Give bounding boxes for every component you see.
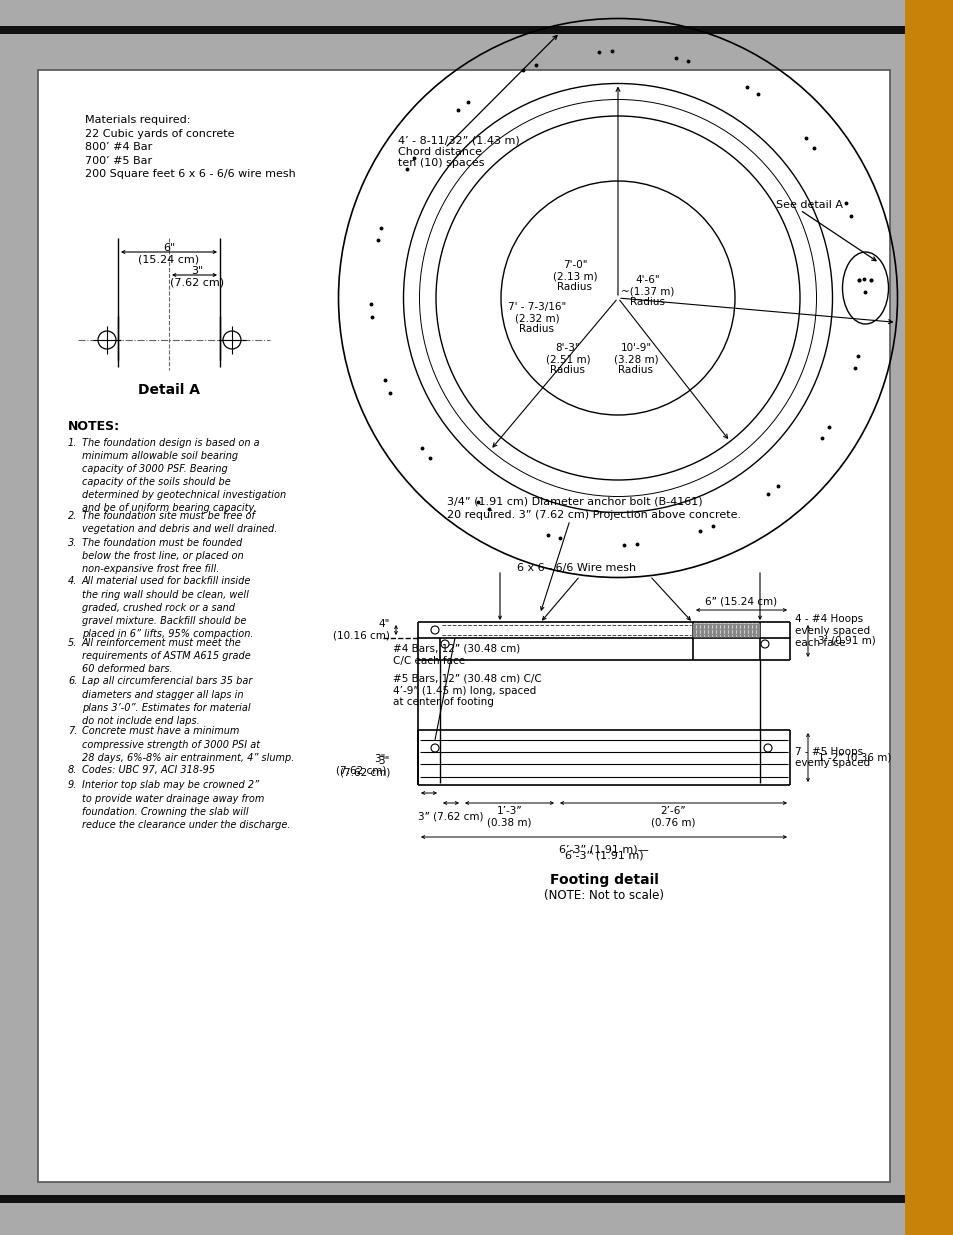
Text: Concrete must have a minimum
compressive strength of 3000 PSI at
28 days, 6%-8% : Concrete must have a minimum compressive…: [82, 726, 294, 762]
Text: 6’-3” (1.91 m): 6’-3” (1.91 m): [564, 851, 642, 861]
Text: Footing detail: Footing detail: [549, 873, 658, 887]
Text: 7'-0": 7'-0": [562, 261, 587, 270]
Text: 22 Cubic yards of concrete: 22 Cubic yards of concrete: [85, 128, 234, 138]
Text: 700’ #5 Bar: 700’ #5 Bar: [85, 156, 152, 165]
Text: The foundation design is based on a
minimum allowable soil bearing
capacity of 3: The foundation design is based on a mini…: [82, 438, 286, 514]
Text: 6": 6": [163, 243, 175, 253]
Text: 1.: 1.: [68, 438, 77, 448]
Text: Radius: Radius: [550, 366, 585, 375]
Text: (NOTE: Not to scale): (NOTE: Not to scale): [543, 889, 663, 902]
Circle shape: [431, 743, 438, 752]
Text: All material used for backfill inside
the ring wall should be clean, well
graded: All material used for backfill inside th…: [82, 577, 253, 638]
Text: 7.: 7.: [68, 726, 77, 736]
Text: Radius: Radius: [630, 296, 665, 308]
Text: 3” (7.62 cm): 3” (7.62 cm): [417, 811, 483, 823]
Text: The foundation must be founded
below the frost line, or placed on
non-expansive : The foundation must be founded below the…: [82, 538, 243, 574]
Text: Radius: Radius: [519, 324, 554, 333]
Text: 9.: 9.: [68, 781, 77, 790]
Text: 200 Square feet 6 x 6 - 6/6 wire mesh: 200 Square feet 6 x 6 - 6/6 wire mesh: [85, 169, 295, 179]
Text: Codes: UBC 97, ACI 318-95: Codes: UBC 97, ACI 318-95: [82, 764, 214, 776]
Text: 10'-9": 10'-9": [619, 343, 651, 353]
Text: 1’-3”
(0.38 m): 1’-3” (0.38 m): [487, 806, 531, 827]
Text: 6.: 6.: [68, 677, 77, 687]
Text: 3/4” (1.91 cm) Diameter anchor bolt (B-4161): 3/4” (1.91 cm) Diameter anchor bolt (B-4…: [447, 496, 702, 508]
Text: (2.13 m): (2.13 m): [552, 270, 597, 282]
Text: Detail A: Detail A: [138, 383, 200, 396]
Circle shape: [763, 743, 771, 752]
Bar: [904, 0, 953, 1235]
Text: The foundation site must be free of
vegetation and debris and well drained.: The foundation site must be free of vege…: [82, 511, 277, 534]
Text: See detail A: See detail A: [775, 200, 842, 210]
Text: Lap all circumferencial bars 35 bar
diameters and stagger all laps in
plans 3’-0: Lap all circumferencial bars 35 bar diam…: [82, 677, 253, 726]
Text: (7.62 cm): (7.62 cm): [170, 277, 224, 287]
Circle shape: [431, 626, 438, 634]
Text: #5 Bars, 12” (30.48 cm) C/C
4’-9” (1.45 m) long, spaced
at center of footing: #5 Bars, 12” (30.48 cm) C/C 4’-9” (1.45 …: [393, 674, 541, 708]
Text: 6” (15.24 cm): 6” (15.24 cm): [704, 597, 777, 606]
Text: 3.: 3.: [68, 538, 77, 548]
Text: 8.: 8.: [68, 764, 77, 776]
Text: 6 x 6 - 6/6 Wire mesh: 6 x 6 - 6/6 Wire mesh: [517, 563, 636, 573]
Text: 6’-3” (1.91 m)—: 6’-3” (1.91 m)—: [558, 845, 648, 855]
Text: 4 - #4 Hoops
evenly spaced
each face: 4 - #4 Hoops evenly spaced each face: [794, 614, 869, 647]
Bar: [0, 26, 904, 35]
Text: Materials required:: Materials required:: [85, 115, 191, 125]
Circle shape: [440, 640, 449, 648]
Text: 3’ (0.91 m): 3’ (0.91 m): [817, 636, 875, 646]
Text: #4 Bars, 12” (30.48 cm)
C/C each face: #4 Bars, 12” (30.48 cm) C/C each face: [393, 643, 519, 666]
Text: Interior top slab may be crowned 2”
to provide water drainage away from
foundati: Interior top slab may be crowned 2” to p…: [82, 781, 291, 830]
Text: 3"
(7.62 cm): 3" (7.62 cm): [339, 756, 390, 778]
Text: Radius: Radius: [557, 282, 592, 291]
Text: Radius: Radius: [618, 366, 653, 375]
Text: 4’ - 8-11/32” (1.43 m)
Chord distance
ten (10) spaces: 4’ - 8-11/32” (1.43 m) Chord distance te…: [397, 135, 519, 168]
Text: 800’ #4 Bar: 800’ #4 Bar: [85, 142, 152, 152]
Text: 4.: 4.: [68, 577, 77, 587]
Text: 4'-6": 4'-6": [635, 275, 659, 285]
Text: 4"
(10.16 cm): 4" (10.16 cm): [333, 619, 390, 641]
Text: (2.32 m): (2.32 m): [515, 312, 558, 324]
Text: 2.: 2.: [68, 511, 77, 521]
Bar: [38, 70, 889, 1182]
Text: 3": 3": [191, 266, 203, 275]
Circle shape: [760, 640, 768, 648]
Text: 2’-6”
(0.76 m): 2’-6” (0.76 m): [651, 806, 695, 827]
Text: 7 - #5 Hoops
evenly spaced: 7 - #5 Hoops evenly spaced: [794, 747, 869, 768]
Text: 5.: 5.: [68, 638, 77, 648]
Text: All reinforcement must meet the
requirements of ASTM A615 grade
60 deformed bars: All reinforcement must meet the requirem…: [82, 638, 251, 674]
Text: (15.24 cm): (15.24 cm): [138, 254, 199, 264]
Text: (2.51 m): (2.51 m): [545, 354, 590, 364]
Bar: [0, 1195, 904, 1203]
Text: 7' - 7-3/16": 7' - 7-3/16": [507, 303, 565, 312]
Text: 3"
(7.62 cm): 3" (7.62 cm): [335, 755, 386, 776]
Text: ~(1.37 m): ~(1.37 m): [620, 287, 674, 296]
Text: (3.28 m): (3.28 m): [613, 354, 658, 364]
Text: 8'-3": 8'-3": [555, 343, 579, 353]
Text: NOTES:: NOTES:: [68, 420, 120, 433]
Text: 1’-2” (0.36 m): 1’-2” (0.36 m): [817, 752, 890, 762]
Text: 20 required. 3” (7.62 cm) Projection above concrete.: 20 required. 3” (7.62 cm) Projection abo…: [447, 510, 740, 520]
